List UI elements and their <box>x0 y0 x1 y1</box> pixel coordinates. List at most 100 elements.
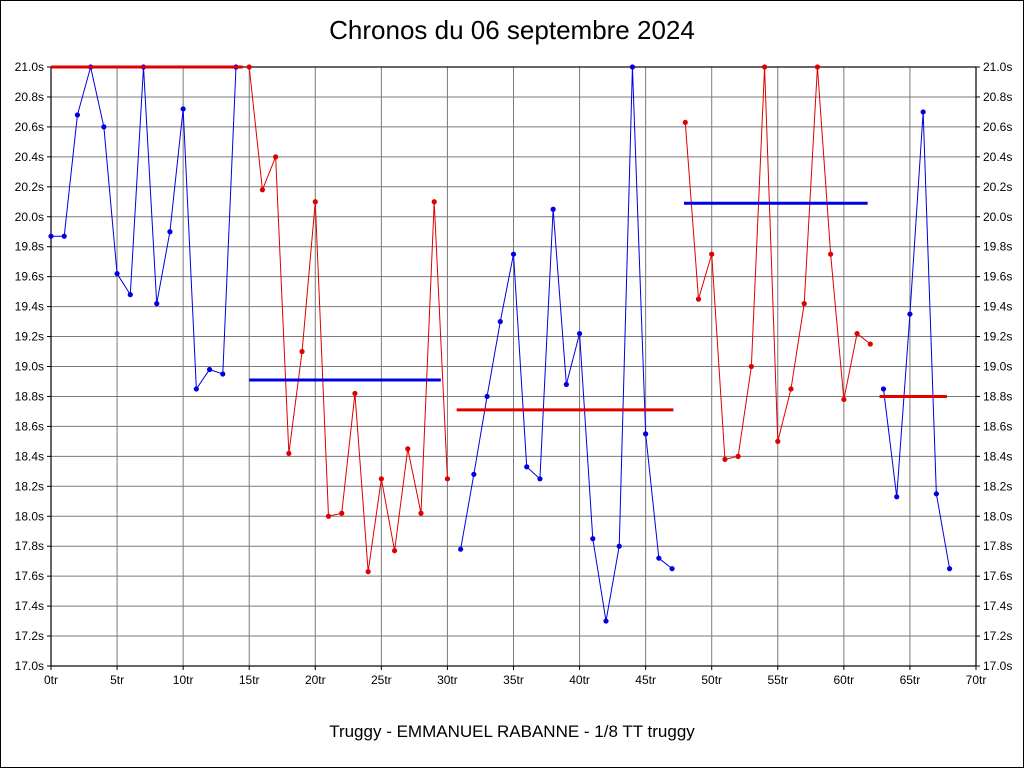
data-point <box>286 450 292 456</box>
data-point <box>299 348 305 355</box>
data-point <box>775 438 781 444</box>
y-axis-label-left: 18.8s <box>15 389 44 403</box>
y-axis-label-right: 20.8s <box>983 90 1012 104</box>
x-axis-label: 70tr <box>966 673 987 687</box>
y-axis-label-left: 19.2s <box>15 330 44 344</box>
data-point <box>325 513 332 519</box>
data-point <box>431 199 437 205</box>
x-axis-label: 50tr <box>701 673 722 687</box>
chart-title: Chronos du 06 septembre 2024 <box>329 15 695 45</box>
x-axis-label: 40tr <box>569 673 590 687</box>
x-axis-label: 10tr <box>173 673 194 687</box>
y-axis-label-right: 20.4s <box>983 150 1012 164</box>
y-axis-label-right: 18.6s <box>983 419 1012 433</box>
y-axis-label-left: 19.8s <box>15 240 44 254</box>
data-point <box>458 546 464 552</box>
y-axis-label-left: 17.0s <box>15 659 44 673</box>
data-point <box>841 396 847 403</box>
y-axis-label-left: 18.4s <box>15 449 44 463</box>
data-point <box>629 64 636 70</box>
data-point <box>854 330 860 337</box>
y-axis-label-right: 17.8s <box>983 539 1012 553</box>
x-axis-label: 55tr <box>767 673 788 687</box>
data-point <box>418 510 424 516</box>
data-point <box>61 233 67 239</box>
plot-frame <box>50 66 977 667</box>
data-point <box>74 112 81 118</box>
x-axis-label: 65tr <box>900 673 921 687</box>
data-point <box>722 456 728 462</box>
y-axis-label-left: 20.2s <box>15 180 44 194</box>
data-point <box>246 64 252 70</box>
y-axis-label-left: 19.0s <box>15 360 44 374</box>
data-point <box>828 251 834 257</box>
x-axis-label: 45tr <box>635 673 656 687</box>
lap-time-series <box>48 64 953 624</box>
y-axis-label-left: 20.4s <box>15 150 44 164</box>
average-lines <box>51 65 947 412</box>
y-axis-label-right: 19.2s <box>983 330 1012 344</box>
y-axis-label-right: 19.4s <box>983 300 1012 314</box>
y-axis-label-right: 19.8s <box>983 240 1012 254</box>
data-point <box>867 341 873 347</box>
y-axis-label-left: 19.6s <box>15 270 44 284</box>
data-point <box>669 566 675 572</box>
x-axis-label: 0tr <box>44 673 58 687</box>
data-point <box>444 476 451 482</box>
data-point <box>101 124 107 130</box>
y-axis-label-left: 20.8s <box>15 90 44 104</box>
run-5-lap-times <box>883 111 951 569</box>
data-point <box>48 233 54 239</box>
data-point <box>576 330 583 337</box>
y-axis-label-left: 17.8s <box>15 539 44 553</box>
y-axis-label-left: 18.2s <box>15 479 44 493</box>
data-point <box>616 543 622 549</box>
data-point <box>761 64 768 70</box>
driver-caption: Truggy - EMMANUEL RABANNE - 1/8 TT trugg… <box>329 722 695 741</box>
y-axis-label-left: 20.0s <box>15 210 44 224</box>
y-axis-label-right: 17.4s <box>983 599 1012 613</box>
data-point <box>550 206 556 212</box>
x-axis-label: 35tr <box>503 673 524 687</box>
data-point <box>933 491 939 497</box>
y-axis-label-right: 17.0s <box>983 659 1012 673</box>
x-axis-label: 30tr <box>437 673 458 687</box>
plot-border <box>50 66 977 667</box>
data-point <box>259 187 266 193</box>
data-point <box>801 301 807 307</box>
y-axis-label-right: 17.2s <box>983 629 1012 643</box>
data-point <box>193 386 199 392</box>
data-point <box>563 381 569 388</box>
data-point <box>339 510 345 516</box>
x-axis-label: 25tr <box>371 673 392 687</box>
y-axis-label-right: 18.2s <box>983 479 1012 493</box>
data-point <box>167 229 173 235</box>
y-axis-label-right: 17.6s <box>983 569 1012 583</box>
x-axis-label: 5tr <box>110 673 124 687</box>
run-3-lap-times <box>460 66 673 622</box>
y-axis-label-right: 20.6s <box>983 120 1012 134</box>
data-point <box>365 569 371 575</box>
data-point <box>127 292 133 298</box>
data-point <box>880 386 887 392</box>
y-axis-label-right: 18.4s <box>983 449 1012 463</box>
data-point <box>273 154 279 160</box>
data-point <box>946 566 953 572</box>
data-point <box>603 618 609 624</box>
data-point <box>405 446 411 452</box>
data-point <box>695 296 702 302</box>
y-axis-label-left: 20.6s <box>15 120 44 134</box>
data-point <box>391 548 398 554</box>
y-axis-label-right: 20.0s <box>983 210 1012 224</box>
data-point <box>352 390 358 397</box>
data-point <box>378 476 384 482</box>
data-point <box>180 106 186 112</box>
y-axis-label-left: 21.0s <box>15 60 44 74</box>
axis-ticks-and-labels: 17.0s 17.0s 17.2s 17.2s 17.4s 17.4s 17.6s 17.6s… <box>15 60 1013 687</box>
data-point <box>510 251 517 257</box>
data-point <box>814 64 821 70</box>
y-axis-label-left: 18.6s <box>15 419 44 433</box>
y-axis-label-left: 17.4s <box>15 599 44 613</box>
data-point <box>537 476 543 482</box>
